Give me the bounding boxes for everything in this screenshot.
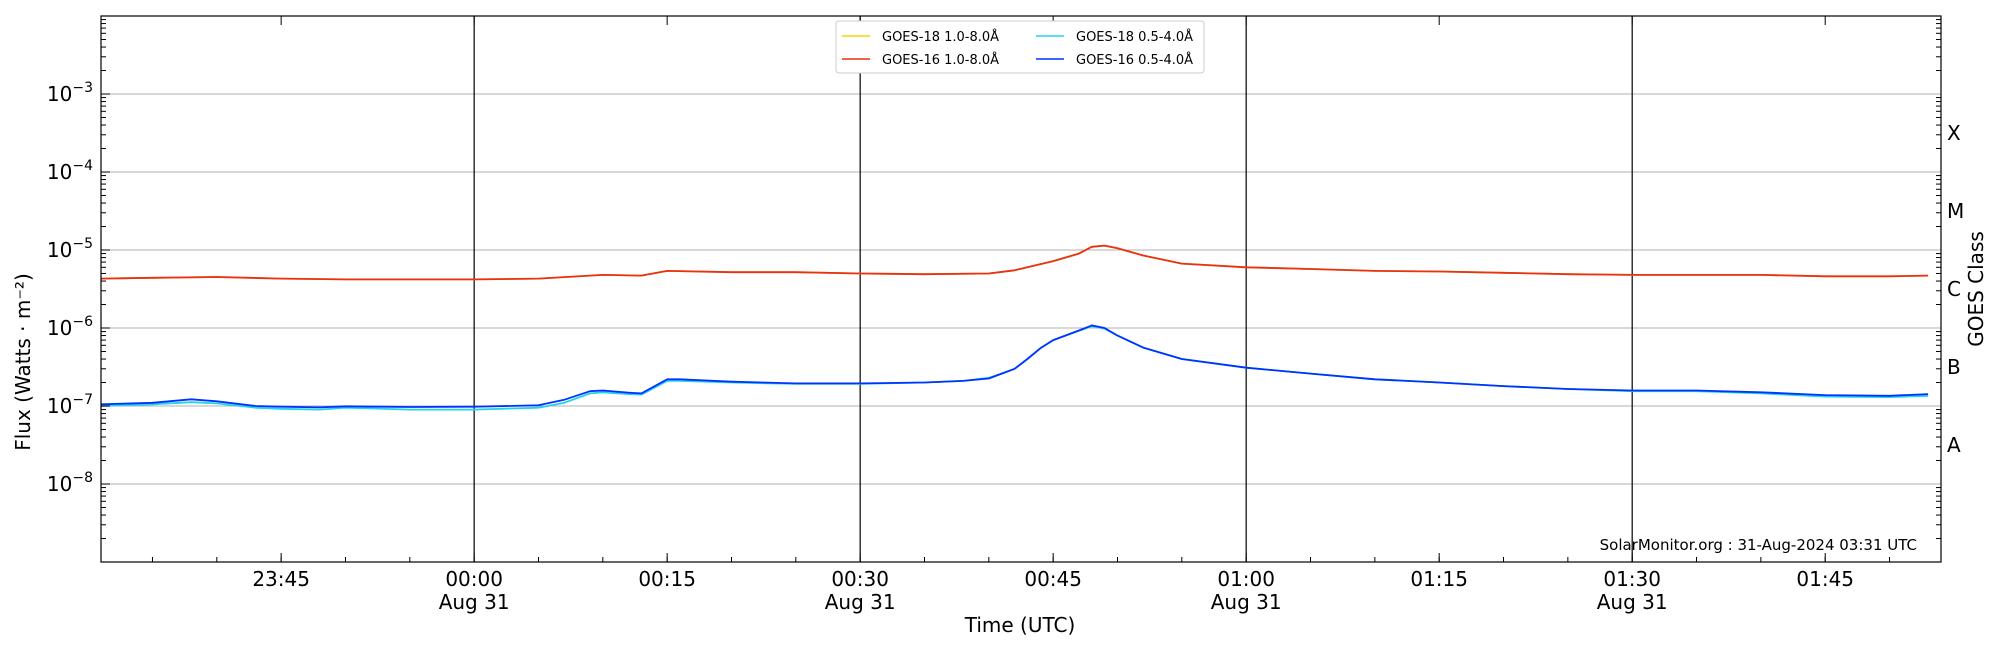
y-tick-label: 10−6	[47, 314, 93, 340]
x-tick-label: 01:30	[1603, 567, 1661, 591]
x-tick-date-label: Aug 31	[825, 590, 896, 614]
grid-layer	[101, 16, 1941, 562]
y-tick-label: 10−5	[47, 236, 93, 262]
credit-text: SolarMonitor.org : 31-Aug-2024 03:31 UTC	[1600, 536, 1917, 554]
y-tick-label: 10−4	[47, 158, 93, 184]
series-line	[100, 244, 1929, 281]
y-tick-label: 10−8	[47, 470, 93, 496]
x-tick-label: 00:00	[445, 567, 503, 591]
x-tick-label: 00:15	[638, 567, 696, 591]
x-tick-label: 00:45	[1024, 567, 1082, 591]
goes-class-label: B	[1947, 355, 1961, 379]
plot-frame	[100, 15, 1942, 563]
goes-class-label: C	[1947, 277, 1961, 301]
legend-label: GOES-16 1.0-8.0Å	[882, 52, 999, 68]
goes-class-label: A	[1947, 433, 1961, 457]
x-tick-label: 00:30	[831, 567, 889, 591]
x-tick-date-label: Aug 31	[1211, 590, 1282, 614]
x-axis-title: Time (UTC)	[964, 613, 1076, 637]
x-tick-label: 01:45	[1796, 567, 1854, 591]
legend: GOES-18 1.0-8.0Å GOES-18 0.5-4.0Å GOES-16 …	[835, 20, 1205, 74]
legend-label: GOES-16 0.5-4.0Å	[1076, 52, 1193, 68]
goes-class-axis-title: GOES Class	[1964, 231, 1988, 347]
x-tick-label: 23:45	[252, 567, 310, 591]
series-layer	[100, 244, 1929, 411]
y-tick-label: 10−3	[47, 80, 93, 106]
y-axis-title: Flux (Watts · m⁻²)	[11, 273, 35, 451]
x-tick-date-label: Aug 31	[1597, 590, 1668, 614]
axes-layer	[100, 15, 1942, 563]
legend-box	[835, 20, 1205, 74]
text-layer: Time (UTC) Flux (Watts · m⁻²) GOES Class…	[11, 80, 1988, 637]
goes-class-label: M	[1947, 199, 1964, 223]
legend-label: GOES-18 0.5-4.0Å	[1076, 29, 1193, 45]
goes-class-label: X	[1947, 121, 1961, 145]
x-tick-label: 01:15	[1410, 567, 1468, 591]
x-tick-date-label: Aug 31	[439, 590, 510, 614]
y-tick-label: 10−7	[47, 392, 93, 418]
legend-label: GOES-18 1.0-8.0Å	[882, 29, 999, 45]
x-tick-label: 01:00	[1217, 567, 1275, 591]
series-line	[100, 324, 1929, 409]
